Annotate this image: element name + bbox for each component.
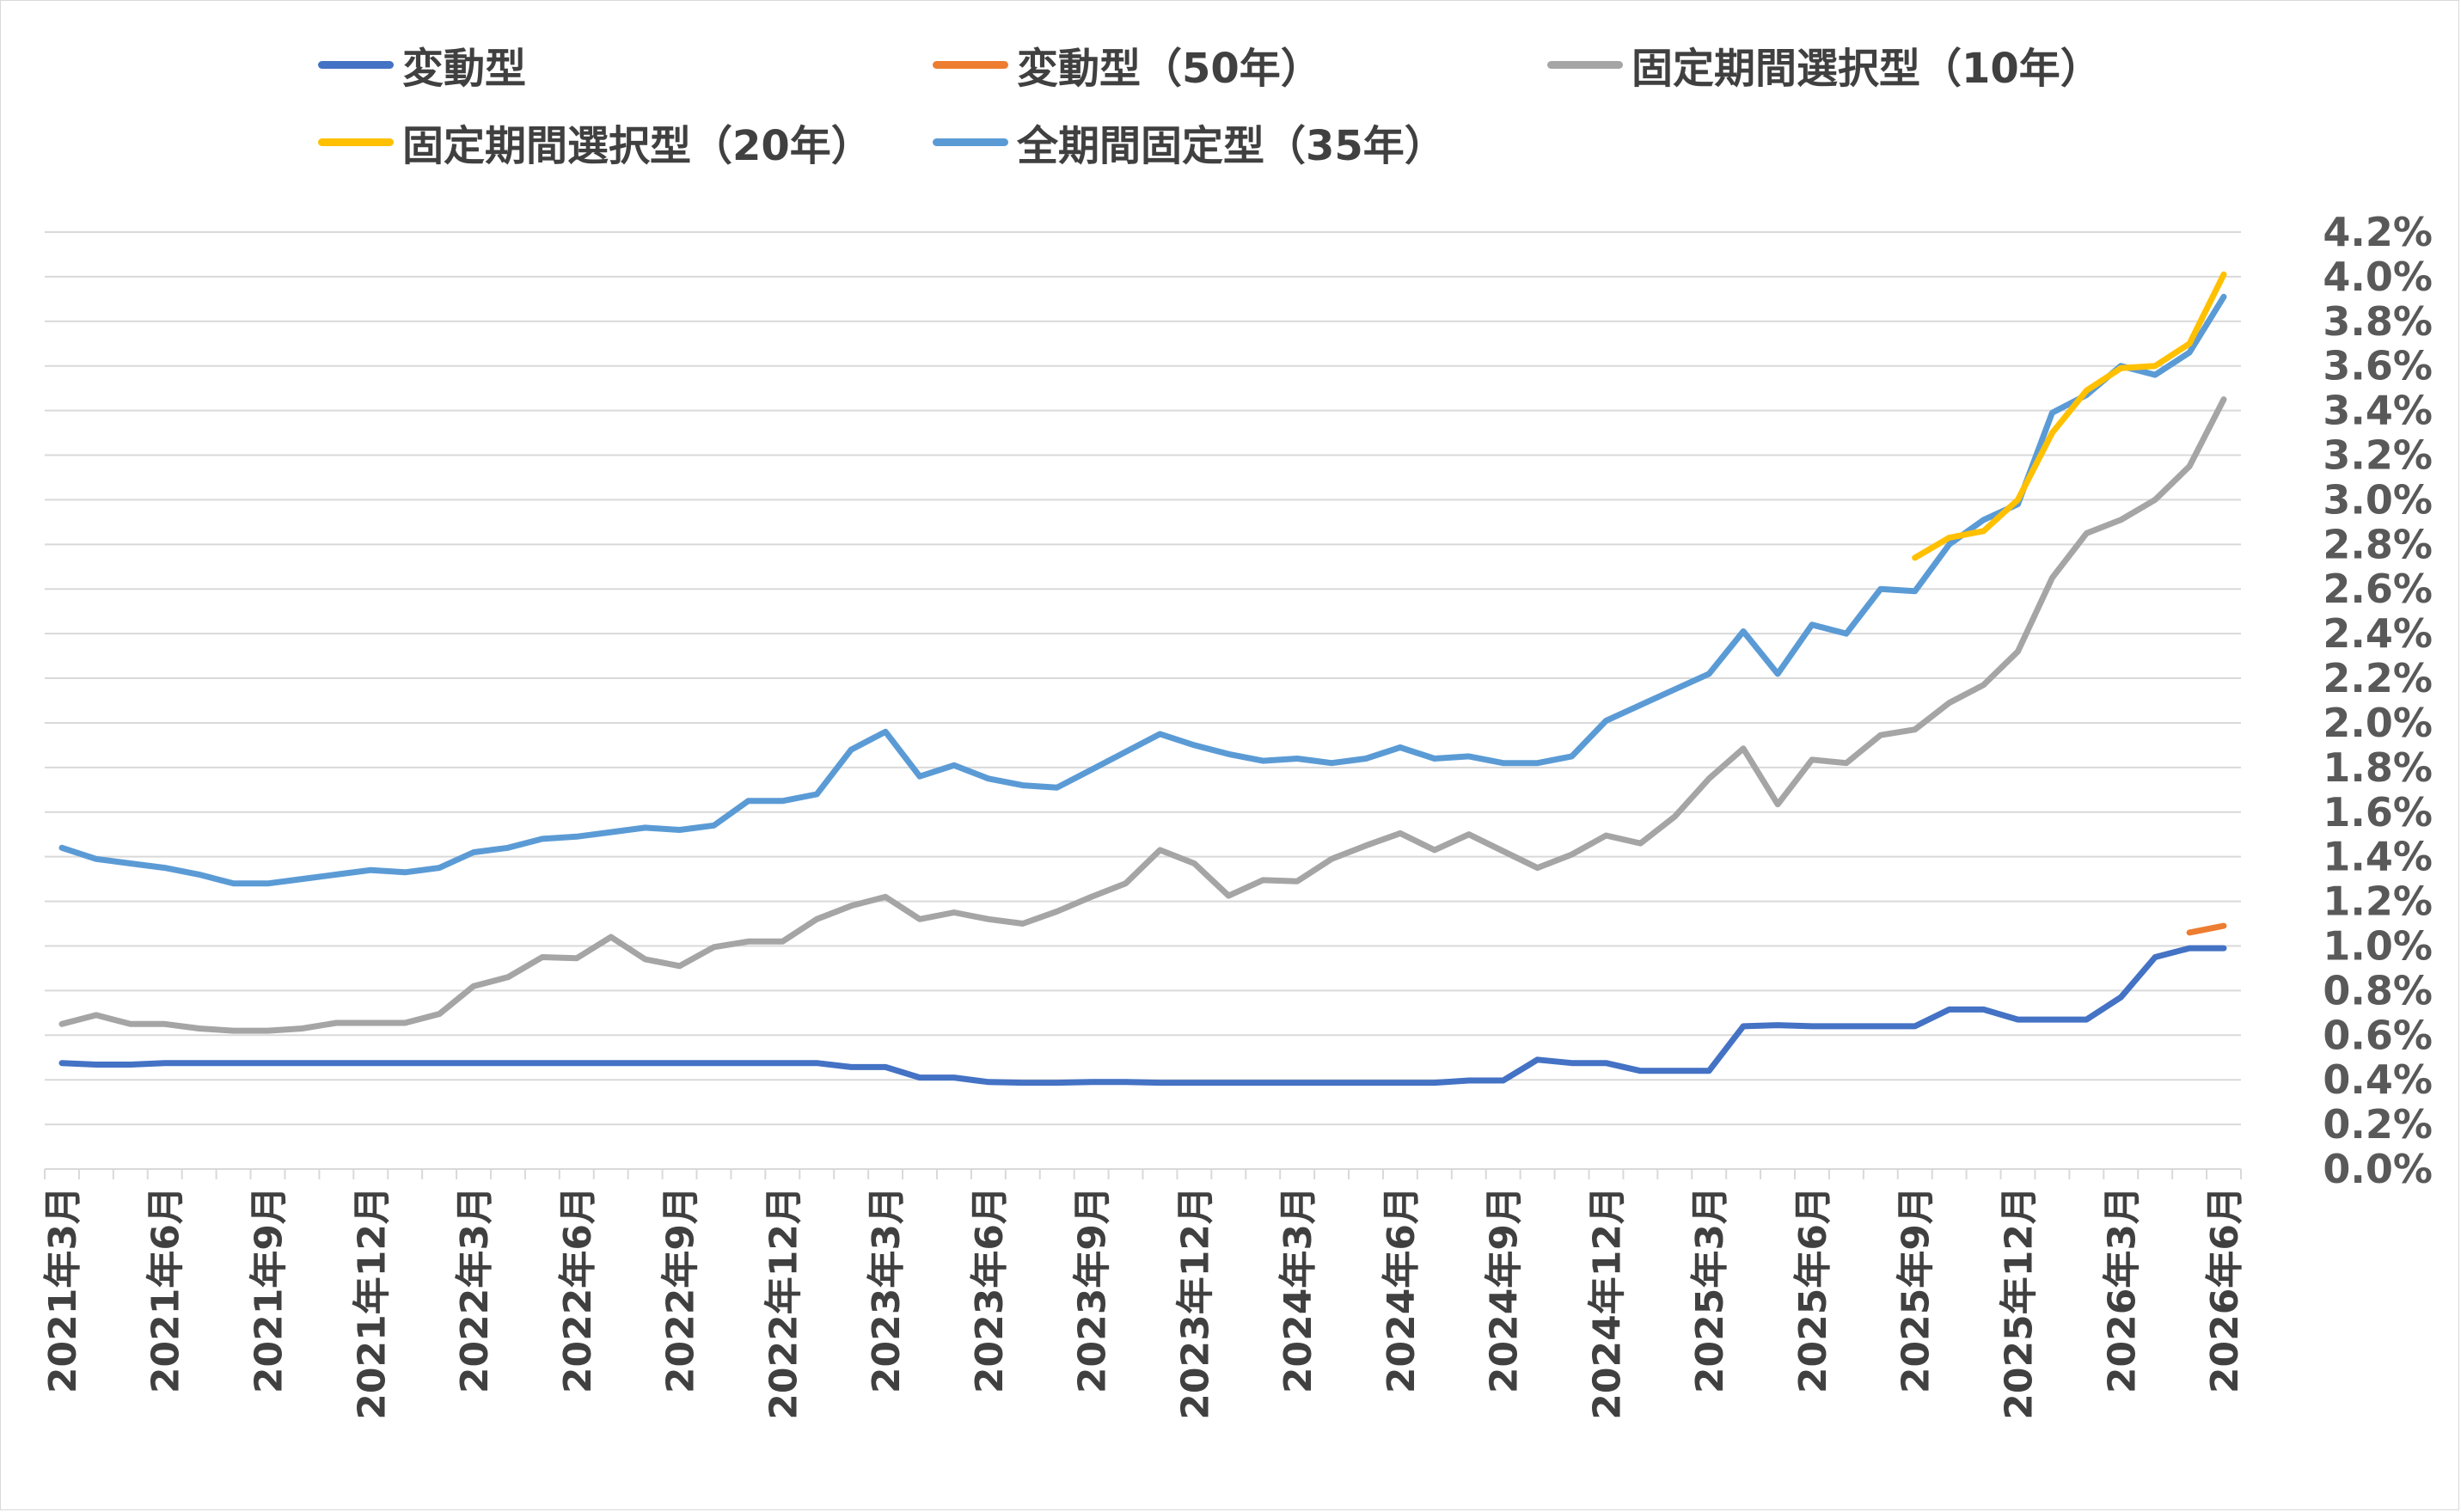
- gridlines: [45, 231, 2241, 1170]
- series-line-2: [58, 396, 2227, 1034]
- legend-label-floating: 変動型: [402, 45, 527, 93]
- legend-item-full-fixed-35y: 全期間固定型（35年）: [933, 112, 1446, 172]
- y-tick-label: 3.8%: [2323, 298, 2433, 345]
- y-tick-label: 4.2%: [2323, 209, 2433, 255]
- legend: 変動型 変動型（50年） 固定期間選択型（10年） 固定期間選択型（20年） 全…: [0, 0, 2461, 189]
- x-tick-label: 2025年6月: [1791, 1186, 1835, 1393]
- y-tick-label: 1.8%: [2323, 744, 2433, 791]
- series-line-4: [58, 293, 2227, 887]
- legend-swatch-full-fixed-35y: [933, 138, 1008, 146]
- x-tick-label: 2023年3月: [865, 1186, 909, 1393]
- series-lines: [58, 271, 2227, 1087]
- y-tick-label: 0.4%: [2323, 1056, 2433, 1103]
- x-tick-label: 2024年6月: [1380, 1186, 1423, 1393]
- series-line-1: [2186, 922, 2227, 936]
- legend-swatch-floating: [318, 60, 394, 69]
- y-tick-label: 2.4%: [2323, 610, 2433, 657]
- y-tick-label: 3.4%: [2323, 388, 2433, 434]
- x-tick-label: 2021年9月: [247, 1186, 291, 1393]
- y-tick-label: 2.8%: [2323, 521, 2433, 567]
- legend-item-floating: 変動型: [318, 34, 526, 95]
- series-line-3: [1912, 271, 2227, 561]
- y-tick-labels: 0.0%0.2%0.4%0.6%0.8%1.0%1.2%1.4%1.6%1.8%…: [2323, 209, 2433, 1192]
- y-tick-label: 2.0%: [2323, 700, 2433, 746]
- y-tick-label: 1.6%: [2323, 789, 2433, 836]
- legend-label-fixed-20y: 固定期間選択型（20年）: [402, 122, 872, 170]
- x-tick-label: 2024年3月: [1276, 1186, 1320, 1393]
- legend-item-floating-50y: 変動型（50年）: [933, 34, 1322, 95]
- y-tick-label: 1.4%: [2323, 834, 2433, 880]
- x-tick-label: 2026年6月: [2203, 1186, 2247, 1393]
- legend-label-full-fixed-35y: 全期間固定型（35年）: [1017, 122, 1446, 170]
- legend-label-fixed-10y: 固定期間選択型（10年）: [1631, 45, 2102, 93]
- y-tick-label: 0.2%: [2323, 1101, 2433, 1148]
- x-tick-label: 2023年9月: [1071, 1186, 1115, 1393]
- x-tick-label: 2023年12月: [1173, 1186, 1217, 1420]
- x-tick-label: 2021年12月: [350, 1186, 394, 1420]
- x-tick-labels: 2021年3月 2021年6月 2021年9月 2021年12月 2022年3月 2022…: [41, 1186, 2247, 1420]
- x-tick-label: 2022年12月: [762, 1186, 805, 1420]
- legend-item-fixed-10y: 固定期間選択型（10年）: [1547, 34, 2102, 95]
- y-tick-label: 2.2%: [2323, 655, 2433, 701]
- legend-swatch-fixed-20y: [318, 138, 394, 146]
- x-tick-label: 2026年3月: [2100, 1186, 2144, 1393]
- x-tick-label: 2022年6月: [556, 1186, 600, 1393]
- x-tick-label: 2024年12月: [1585, 1186, 1629, 1420]
- x-tick-label: 2021年3月: [41, 1186, 85, 1393]
- x-tick-label: 2021年6月: [144, 1186, 188, 1393]
- y-tick-label: 1.0%: [2323, 922, 2433, 969]
- series-line-0: [58, 945, 2227, 1087]
- y-tick-label: 3.6%: [2323, 343, 2433, 389]
- y-tick-label: 4.0%: [2323, 254, 2433, 300]
- x-tick-label: 2022年3月: [453, 1186, 497, 1393]
- legend-swatch-floating-50y: [933, 60, 1008, 69]
- y-tick-label: 1.2%: [2323, 878, 2433, 925]
- x-axis: [44, 1168, 2242, 1179]
- y-tick-label: 0.6%: [2323, 1012, 2433, 1058]
- legend-label-floating-50y: 変動型（50年）: [1017, 45, 1322, 93]
- x-tick-label: 2022年9月: [659, 1186, 703, 1393]
- y-tick-label: 0.0%: [2323, 1146, 2433, 1192]
- x-tick-label: 2025年9月: [1895, 1186, 1938, 1393]
- legend-swatch-fixed-10y: [1547, 60, 1623, 69]
- y-tick-label: 3.2%: [2323, 432, 2433, 479]
- x-tick-label: 2024年9月: [1483, 1186, 1527, 1393]
- y-tick-label: 0.8%: [2323, 967, 2433, 1013]
- x-tick-label: 2023年6月: [968, 1186, 1012, 1393]
- legend-item-fixed-20y: 固定期間選択型（20年）: [318, 112, 872, 172]
- y-tick-label: 3.0%: [2323, 476, 2433, 523]
- x-tick-label: 2025年12月: [1998, 1186, 2042, 1420]
- y-tick-label: 2.6%: [2323, 566, 2433, 612]
- x-tick-label: 2025年3月: [1688, 1186, 1732, 1393]
